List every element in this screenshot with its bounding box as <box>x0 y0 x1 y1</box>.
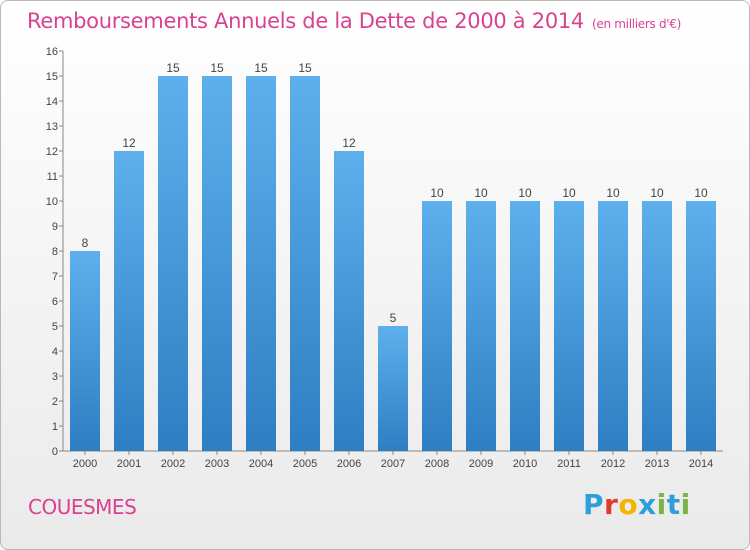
bar-2012 <box>598 201 628 451</box>
logo-letter: t <box>666 488 681 521</box>
bar-2010 <box>510 201 540 451</box>
x-tick-label-2009: 2009 <box>469 458 493 470</box>
value-label-2010: 10 <box>518 186 532 200</box>
logo-letter: x <box>638 488 657 521</box>
value-label-2001: 12 <box>122 136 136 150</box>
y-tick-label: 3 <box>52 371 58 383</box>
chart-title: Remboursements Annuels de la Dette de 20… <box>27 9 681 33</box>
y-tick-label: 11 <box>47 171 58 183</box>
value-label-2009: 10 <box>474 186 488 200</box>
chart-unit-label: (en milliers d'€) <box>592 17 682 31</box>
x-tick-label-2014: 2014 <box>689 458 713 470</box>
y-tick-label: 7 <box>52 271 58 283</box>
proxiti-logo: Proxiti <box>583 488 691 521</box>
x-tick-label-2007: 2007 <box>381 458 405 470</box>
y-tick-label: 15 <box>46 71 58 83</box>
value-label-2008: 10 <box>430 186 444 200</box>
x-tick-label-2003: 2003 <box>205 458 229 470</box>
y-tick-label: 6 <box>52 296 58 308</box>
x-tick-label-2011: 2011 <box>557 458 581 470</box>
y-tick-label: 2 <box>52 396 58 408</box>
bar-2008 <box>422 201 452 451</box>
bar-2005 <box>290 76 320 451</box>
value-label-2002: 15 <box>166 61 180 75</box>
bar-2011 <box>554 201 584 451</box>
x-tick-label-2010: 2010 <box>513 458 537 470</box>
bar-2002 <box>158 76 188 451</box>
bar-2014 <box>686 201 716 451</box>
bar-2009 <box>466 201 496 451</box>
value-label-2000: 8 <box>82 236 89 250</box>
x-tick-label-2008: 2008 <box>425 458 449 470</box>
x-tick-label-2000: 2000 <box>73 458 97 470</box>
bar-2001 <box>114 151 144 451</box>
y-tick-label: 13 <box>46 121 58 133</box>
y-tick-label: 14 <box>46 96 58 108</box>
value-label-2012: 10 <box>606 186 620 200</box>
x-tick-label-2012: 2012 <box>601 458 625 470</box>
x-tick-label-2001: 2001 <box>117 458 141 470</box>
bar-2013 <box>642 201 672 451</box>
chart-title-text: Remboursements Annuels de la Dette de 20… <box>27 9 584 33</box>
bar-2000 <box>70 251 100 451</box>
bar-2006 <box>334 151 364 451</box>
x-tick-label-2002: 2002 <box>161 458 185 470</box>
logo-letter: o <box>618 488 639 521</box>
y-tick-label: 9 <box>52 221 58 233</box>
y-tick-label: 16 <box>46 46 58 58</box>
bar-2003 <box>202 76 232 451</box>
logo-letter: P <box>583 488 605 521</box>
y-tick-label: 1 <box>52 421 58 433</box>
value-label-2005: 15 <box>298 61 312 75</box>
y-tick-label: 5 <box>52 321 58 333</box>
y-tick-label: 12 <box>46 146 58 158</box>
value-label-2013: 10 <box>650 186 664 200</box>
commune-name: COUESMES <box>28 495 137 519</box>
bar-2004 <box>246 76 276 451</box>
value-label-2014: 10 <box>694 186 708 200</box>
value-label-2011: 10 <box>562 186 576 200</box>
logo-letter: i <box>656 488 667 521</box>
x-tick-label-2004: 2004 <box>249 458 273 470</box>
y-tick-label: 8 <box>52 246 58 258</box>
logo-letter: i <box>680 488 691 521</box>
value-label-2006: 12 <box>342 136 356 150</box>
bar-2007 <box>378 326 408 451</box>
y-tick-label: 0 <box>52 446 58 458</box>
value-label-2007: 5 <box>390 311 397 325</box>
logo-letter: r <box>604 488 619 521</box>
y-tick-label: 4 <box>52 346 58 358</box>
x-tick-label-2005: 2005 <box>293 458 317 470</box>
y-tick-label: 10 <box>46 196 58 208</box>
x-tick-label-2013: 2013 <box>645 458 669 470</box>
value-label-2003: 15 <box>210 61 224 75</box>
x-tick-label-2006: 2006 <box>337 458 361 470</box>
value-label-2004: 15 <box>254 61 268 75</box>
